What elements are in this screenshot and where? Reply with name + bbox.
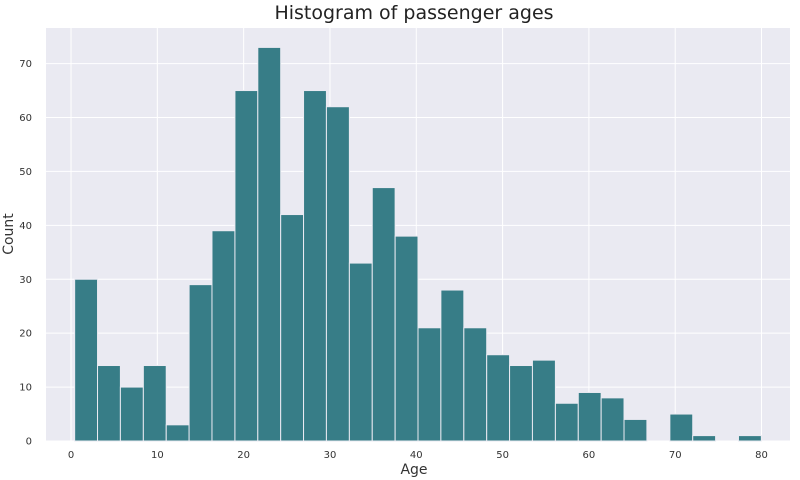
x-tick-label: 60 [583,450,596,461]
y-axis-label: Count [1,213,17,255]
histogram-bar [74,278,99,442]
x-tick-label: 0 [68,450,74,461]
y-tick-label: 0 [26,437,32,448]
histogram-bar [142,365,167,442]
x-tick-label: 80 [755,450,768,461]
histogram-bar [303,90,327,442]
histogram-bar [692,435,717,442]
x-tick-label: 20 [237,450,250,461]
histogram-bar [623,418,648,442]
x-axis-label: Age [400,462,427,478]
y-tick-label: 70 [19,59,32,70]
histogram-bar [669,413,694,442]
histogram-bar [165,424,190,442]
x-tick-label: 40 [410,450,423,461]
y-tick-label: 20 [19,329,32,340]
x-axis-ticks: 0 10 20 30 40 50 60 70 80 [68,450,768,461]
histogram-bar [325,106,350,442]
y-tick-label: 40 [19,221,32,232]
histogram-bar [486,354,511,442]
histogram-bar [737,435,762,442]
y-tick-label: 30 [19,275,32,286]
histogram-bar [394,235,419,442]
histogram-bar [417,327,442,442]
histogram-bar [463,327,488,442]
histogram-bar [234,90,259,442]
y-tick-label: 10 [19,383,32,394]
histogram-bar [119,386,144,442]
histogram-bar [440,289,465,442]
y-axis-ticks: 0 10 20 30 40 50 60 70 [19,59,32,447]
x-tick-label: 30 [324,450,337,461]
histogram-bar [188,284,213,442]
histogram-bar [509,365,533,442]
y-tick-label: 50 [19,167,32,178]
histogram-bar [97,365,121,442]
histogram-bar [348,262,373,442]
histogram-bar [371,187,396,442]
histogram-bars [74,46,762,442]
histogram-bar [554,402,579,442]
histogram-bar [577,391,602,442]
histogram-bar [257,46,282,442]
x-tick-label: 50 [496,450,509,461]
y-tick-label: 60 [19,113,32,124]
histogram-bar [600,397,625,442]
histogram-bar [211,230,236,442]
x-tick-label: 70 [669,450,682,461]
histogram-bar [531,359,556,442]
x-tick-label: 10 [151,450,164,461]
histogram-bar [280,214,305,442]
chart-title: Histogram of passenger ages [274,2,553,24]
